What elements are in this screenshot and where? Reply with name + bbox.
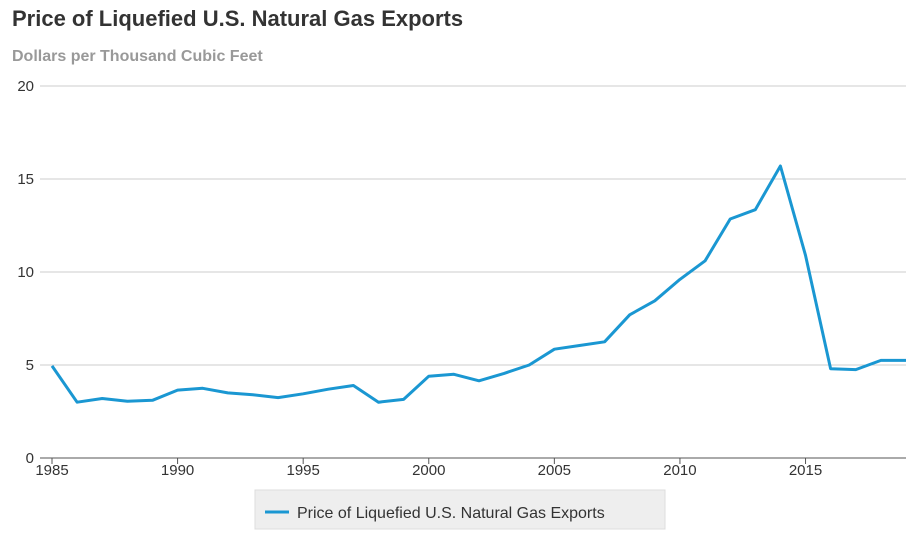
x-tick-label: 2015 — [789, 462, 822, 479]
x-tick-label: 1985 — [35, 462, 68, 479]
legend-box — [254, 489, 666, 530]
x-tick-label: 2000 — [412, 462, 445, 479]
series-line — [50, 164, 906, 404]
legend-label[interactable]: Price of Liquefied U.S. Natural Gas Expo… — [297, 505, 605, 522]
legend[interactable]: Price of Liquefied U.S. Natural Gas Expo… — [254, 489, 666, 530]
y-tick-label: 10 — [17, 264, 34, 281]
chart-title: Price of Liquefied U.S. Natural Gas Expo… — [12, 6, 464, 31]
y-tick-label: 15 — [17, 171, 34, 188]
x-tick-label: 2010 — [663, 462, 696, 479]
y-axis-label: Dollars per Thousand Cubic Feet — [12, 48, 263, 65]
x-tick-label: 1990 — [161, 462, 194, 479]
x-tick-label: 1995 — [286, 462, 319, 479]
y-tick-label: 5 — [26, 357, 34, 374]
y-tick-label: 20 — [17, 78, 34, 95]
x-tick-label: 2005 — [538, 462, 571, 479]
y-tick-label: 0 — [26, 450, 34, 467]
